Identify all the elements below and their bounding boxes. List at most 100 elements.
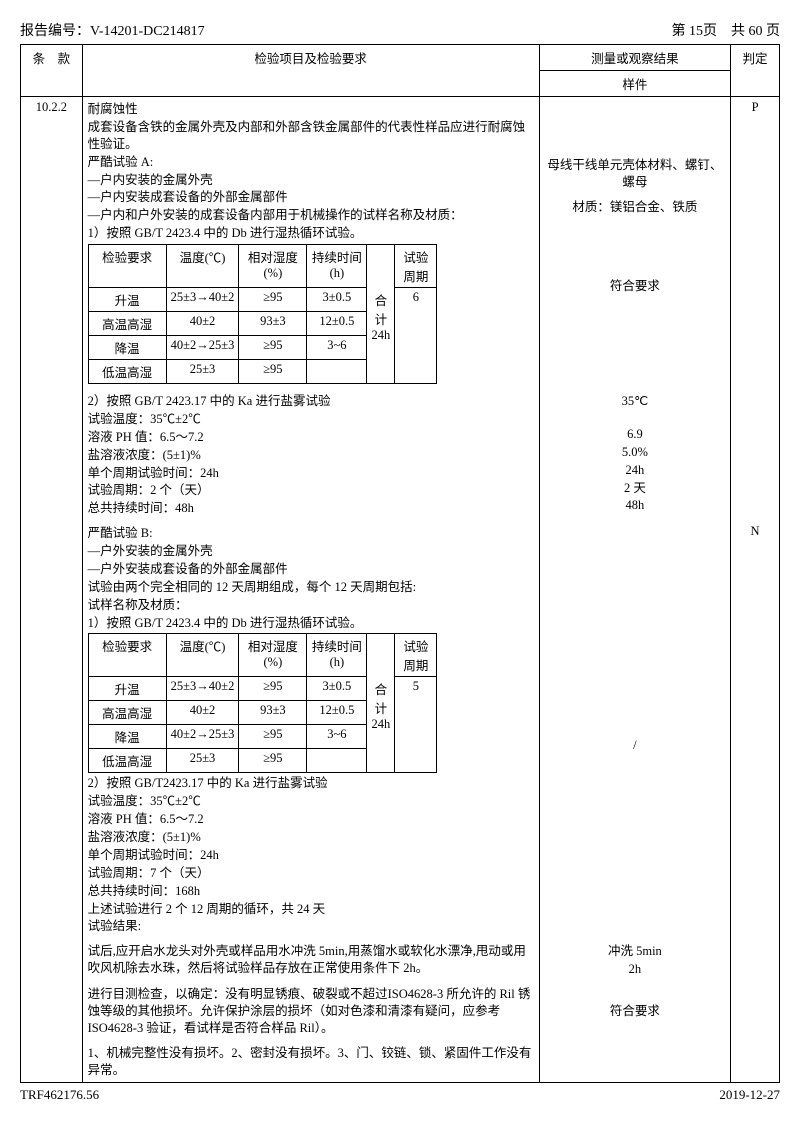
res3: 符合要求 xyxy=(545,278,725,295)
req-section-a: 耐腐蚀性 成套设备含铁的金属外壳及内部和外部含铁金属部件的代表性样品应进行耐腐蚀… xyxy=(82,97,539,390)
s2p6: 试验周期：7 个（天） xyxy=(88,865,534,882)
nh1: 检验要求 xyxy=(88,245,166,288)
s1p1: 2）按照 GB/T 2423.17 中的 Ka 进行盐雾试验 xyxy=(88,393,534,410)
s2p4: 盐溶液浓度：(5±1)% xyxy=(88,829,534,846)
n2r2c3: 93±3 xyxy=(239,701,307,725)
n1r1c3: ≥95 xyxy=(239,288,307,312)
s1p3: 溶液 PH 值：6.5～7.2 xyxy=(88,429,534,446)
s2p1: 2）按照 GB/T2423.17 中的 Ka 进行盐雾试验 xyxy=(88,775,534,792)
s1p7: 总共持续时间：48h xyxy=(88,500,534,517)
n1r4c1: 低温高湿 xyxy=(88,360,166,384)
p-testa: 严酷试验 A: xyxy=(88,154,534,171)
nh5b: 试验周期 xyxy=(395,634,437,677)
req-final: 1、机械完整性没有损坏。2、密封没有损坏。3、门、铰链、锁、紧固件工作没有异常。 xyxy=(82,1041,539,1083)
nested-table-2: 检验要求 温度(℃) 相对湿度(%) 持续时间(h) 试验周期 升温 25±3→… xyxy=(88,633,438,773)
nh1b: 检验要求 xyxy=(88,634,166,677)
report-no: V-14201-DC214817 xyxy=(90,24,205,39)
th-results: 测量或观察结果 xyxy=(539,45,730,71)
s1p6: 试验周期：2 个（天） xyxy=(88,482,534,499)
n2r2c4: 12±0.5 xyxy=(307,701,367,725)
result-inspect: 符合要求 xyxy=(539,982,730,1041)
clause-cell: 10.2.2 xyxy=(21,97,83,1083)
s2p7: 总共持续时间：168h xyxy=(88,883,534,900)
result-section-b: / xyxy=(539,521,730,939)
b2p6: 1）按照 GB/T 2423.4 中的 Db 进行湿热循环试验。 xyxy=(88,615,534,632)
res5: 6.9 xyxy=(545,426,725,443)
nh4b: 持续时间(h) xyxy=(307,634,367,677)
p-a1: —户内安装的金属外壳 xyxy=(88,172,534,189)
req-rinse: 试后,应开启水龙头对外壳或样品用水冲洗 5min,用蒸馏水或软化水漂净,甩动或用… xyxy=(82,939,539,982)
n1r4c3: ≥95 xyxy=(239,360,307,384)
res13: 符合要求 xyxy=(545,1003,725,1020)
p-corrosion: 耐腐蚀性 xyxy=(88,101,534,118)
p-a4: 1）按照 GB/T 2423.4 中的 Db 进行湿热循环试验。 xyxy=(88,225,534,242)
s2p8: 上述试验进行 2 个 12 周期的循环，共 24 天 xyxy=(88,901,534,918)
nh4: 持续时间(h) xyxy=(307,245,367,288)
nh2: 温度(℃) xyxy=(166,245,239,288)
p-a3: —户内和户外安装的成套设备内部用于机械操作的试样名称及材质： xyxy=(88,207,534,224)
n1r1c1: 升温 xyxy=(88,288,166,312)
n2r4c4 xyxy=(307,749,367,773)
n2r1c2: 25±3→40±2 xyxy=(166,677,239,701)
nh3b: 相对湿度(%) xyxy=(239,634,307,677)
rp1: 试后,应开启水龙头对外壳或样品用水冲洗 5min,用蒸馏水或软化水漂净,甩动或用… xyxy=(88,943,534,977)
th-judge: 判定 xyxy=(731,45,780,97)
b2p5: 试样名称及材质： xyxy=(88,597,534,614)
res6: 5.0% xyxy=(545,444,725,461)
res7: 24h xyxy=(545,462,725,479)
n2r4c3: ≥95 xyxy=(239,749,307,773)
n1r2c3: 93±3 xyxy=(239,312,307,336)
page-info: 第 15页 共 60 页 xyxy=(672,20,781,40)
th-clause: 条 款 xyxy=(21,45,83,97)
n2r4c1: 低温高湿 xyxy=(88,749,166,773)
res12: 2h xyxy=(545,961,725,978)
n1r3c3: ≥95 xyxy=(239,336,307,360)
req-section-b: 严酷试验 B: —户外安装的金属外壳 —户外安装成套设备的外部金属部件 试验由两… xyxy=(82,521,539,939)
result-rinse: 冲洗 5min 2h xyxy=(539,939,730,982)
s1p4: 盐溶液浓度：(5±1)% xyxy=(88,447,534,464)
n2r4c2: 25±3 xyxy=(166,749,239,773)
res4: 35℃ xyxy=(545,393,725,410)
b2p1: 严酷试验 B: xyxy=(88,525,534,542)
s1p5: 单个周期试验时间：24h xyxy=(88,465,534,482)
n1r1c4: 3±0.5 xyxy=(307,288,367,312)
n1r2c1: 高温高湿 xyxy=(88,312,166,336)
b2p2: —户外安装的金属外壳 xyxy=(88,543,534,560)
n2r3c1: 降温 xyxy=(88,725,166,749)
nh2b: 温度(℃) xyxy=(166,634,239,677)
s2p9: 试验结果: xyxy=(88,918,534,935)
n2r1c1: 升温 xyxy=(88,677,166,701)
report-no-label: 报告编号： xyxy=(20,24,90,39)
footer-right: 2019-12-27 xyxy=(719,1087,780,1103)
n2r1c3: ≥95 xyxy=(239,677,307,701)
judge-n: N xyxy=(731,521,780,982)
n2-sum: 合计24h xyxy=(367,677,395,773)
n2r3c3: ≥95 xyxy=(239,725,307,749)
n2-cycle: 5 xyxy=(395,677,437,773)
result-salt1: 35℃ 6.9 5.0% 24h 2 天 48h xyxy=(539,389,730,521)
s2p5: 单个周期试验时间：24h xyxy=(88,847,534,864)
judge-p: P xyxy=(731,97,780,522)
b2p4: 试验由两个完全相同的 12 天周期组成，每个 12 天周期包括: xyxy=(88,579,534,596)
n1-cycle: 6 xyxy=(395,288,437,384)
nh5: 试验周期 xyxy=(395,245,437,288)
res2: 材质：镁铝合金、铁质 xyxy=(545,199,725,216)
res9: 48h xyxy=(545,497,725,514)
s2p2: 试验温度：35℃±2℃ xyxy=(88,793,534,810)
n2r3c2: 40±2→25±3 xyxy=(166,725,239,749)
p-desc: 成套设备含铁的金属外壳及内部和外部含铁金属部件的代表性样品应进行耐腐蚀性验证。 xyxy=(88,119,534,153)
n1r4c2: 25±3 xyxy=(166,360,239,384)
n2r2c2: 40±2 xyxy=(166,701,239,725)
n1r2c2: 40±2 xyxy=(166,312,239,336)
n1r1c2: 25±3→40±2 xyxy=(166,288,239,312)
rp2: 进行目测检查，以确定：没有明显锈痕、破裂或不超过ISO4628-3 所允许的 R… xyxy=(88,986,534,1037)
s1p2: 试验温度：35℃±2℃ xyxy=(88,411,534,428)
n1r3c4: 3~6 xyxy=(307,336,367,360)
main-table: 条 款 检验项目及检验要求 测量或观察结果 判定 样件 10.2.2 耐腐蚀性 … xyxy=(20,44,780,1083)
nested-table-1: 检验要求 温度(℃) 相对湿度(%) 持续时间(h) 试验周期 升温 25±3→… xyxy=(88,244,438,384)
n1r4c4 xyxy=(307,360,367,384)
s2p3: 溶液 PH 值：6.5～7.2 xyxy=(88,811,534,828)
page-header: 报告编号：V-14201-DC214817 第 15页 共 60 页 xyxy=(20,20,780,40)
n2r2c1: 高温高湿 xyxy=(88,701,166,725)
n1r3c1: 降温 xyxy=(88,336,166,360)
